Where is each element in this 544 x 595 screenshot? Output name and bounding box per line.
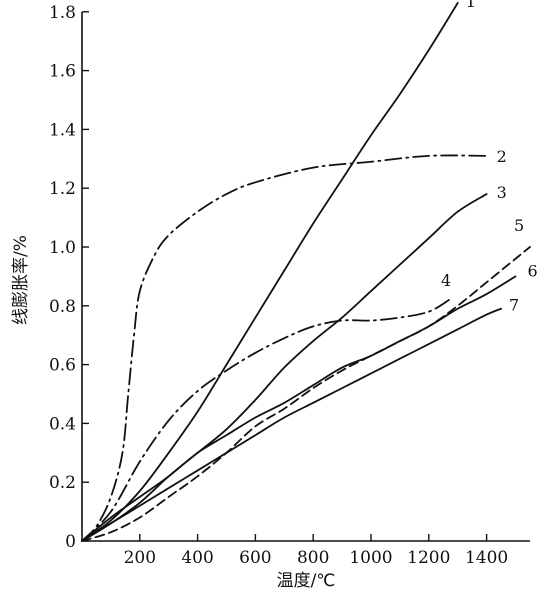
- series-line-3: [81, 193, 488, 542]
- series-label-7: 7: [509, 296, 519, 315]
- x-tick-label: 400: [181, 548, 213, 568]
- x-tick-label: 200: [124, 548, 156, 568]
- y-tick-label: 1.6: [49, 62, 76, 82]
- y-tick-label: 1.2: [49, 179, 76, 199]
- x-tick-label: 1000: [349, 548, 392, 568]
- series-label-1: 1: [466, 0, 476, 11]
- y-tick-label: 1.8: [49, 3, 76, 23]
- plot-axes: [81, 12, 530, 542]
- series-label-2: 2: [497, 147, 507, 166]
- axis-frame: [81, 12, 530, 542]
- y-tick-label: 0.6: [49, 356, 76, 376]
- series-label-4: 4: [441, 271, 451, 290]
- series-group: [81, 2, 531, 542]
- series-line-5: [81, 246, 531, 542]
- series-line-2: [81, 154, 488, 542]
- series-label-5: 5: [514, 216, 524, 235]
- series-label-3: 3: [497, 183, 507, 202]
- y-tick-label: 1.0: [49, 238, 76, 258]
- y-tick-label: 0.4: [49, 414, 76, 434]
- x-tick-label: 1400: [465, 548, 508, 568]
- y-tick-label: 0.8: [49, 297, 76, 317]
- series-line-6: [81, 275, 517, 542]
- y-tick-label: 1.4: [49, 120, 76, 140]
- x-tick-label: 1200: [407, 548, 450, 568]
- y-tick-label: 0: [65, 532, 76, 552]
- series-labels: 1 2 3 4 5 67: [441, 0, 538, 315]
- x-ticks: 200 400 600 800 1000 1200 1400: [124, 534, 508, 568]
- series-label-6: 6: [528, 261, 538, 280]
- x-tick-label: 800: [297, 548, 329, 568]
- series-line-7: [81, 307, 502, 542]
- y-ticks: 0 0.2 0.4 0.6 0.8 1.0 1.2 1.4 1.6 1.8: [49, 3, 89, 552]
- y-tick-label: 0.2: [49, 473, 76, 493]
- x-tick-label: 600: [239, 548, 271, 568]
- series-line-1: [81, 2, 459, 542]
- y-axis-title: 线膨胀率/%: [11, 235, 31, 325]
- x-axis-title: 温度/℃: [277, 571, 336, 591]
- series-line-4: [81, 299, 450, 542]
